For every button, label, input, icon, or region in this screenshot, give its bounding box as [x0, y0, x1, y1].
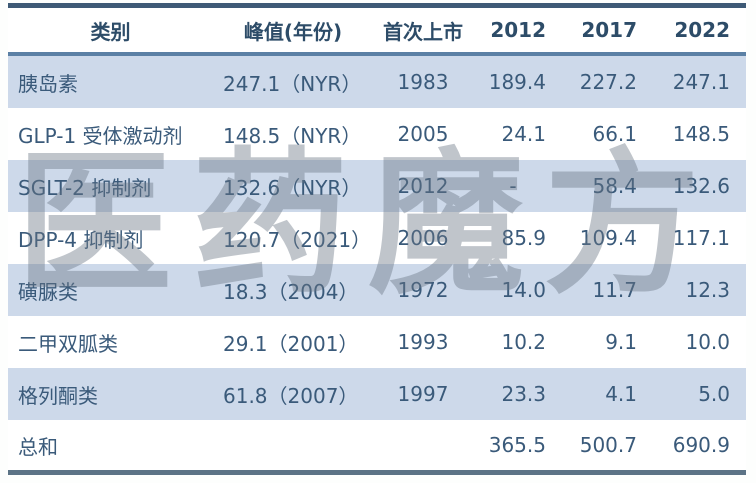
- table-row: DPP-4 抑制剂 120.7（2021） 2006 85.9 109.4 11…: [8, 212, 746, 264]
- table-row: 磺脲类 18.3（2004） 1972 14.0 11.7 12.3: [8, 264, 746, 316]
- cell-2012: 10.2: [501, 330, 546, 354]
- cell-category: 胰岛素: [18, 71, 78, 96]
- cell-2022: 10.0: [685, 330, 730, 354]
- table-row: SGLT-2 抑制剂 132.6（NYR） 2012 - 58.4 132.6: [8, 160, 746, 212]
- table-row: GLP-1 受体激动剂 148.5（NYR） 2005 24.1 66.1 14…: [8, 108, 746, 160]
- cell-2022: 148.5: [672, 122, 730, 146]
- cell-2022: 132.6: [672, 174, 730, 198]
- cell-2012: 365.5: [488, 433, 546, 457]
- cell-2012: 85.9: [501, 226, 546, 250]
- cell-launch: 2005: [397, 122, 449, 146]
- cell-2022: 247.1: [672, 70, 730, 94]
- cell-2017: 109.4: [579, 226, 637, 250]
- table-row: 胰岛素 247.1（NYR） 1983 189.4 227.2 247.1: [8, 56, 746, 108]
- cell-peak: 120.7（2021）: [223, 227, 372, 252]
- table-header-row: 类别 峰值(年份) 首次上市 2012 2017 2022: [8, 8, 746, 52]
- table-row: 格列酮类 61.8（2007） 1997 23.3 4.1 5.0: [8, 368, 746, 420]
- cell-2017: 9.1: [605, 330, 637, 354]
- cell-category: 总和: [18, 434, 58, 459]
- cell-peak: 18.3（2004）: [223, 279, 359, 304]
- header-cell-2012: 2012: [490, 18, 546, 42]
- cell-category: SGLT-2 抑制剂: [18, 175, 152, 200]
- cell-launch: 1972: [397, 278, 449, 302]
- cell-launch: 1993: [397, 330, 449, 354]
- cell-2012: 14.0: [501, 278, 546, 302]
- cell-peak: 247.1（NYR）: [223, 71, 362, 96]
- cell-2017: 4.1: [605, 382, 637, 406]
- cell-2017: 66.1: [592, 122, 637, 146]
- cell-2022: 5.0: [698, 382, 730, 406]
- cell-launch: 1983: [397, 70, 449, 94]
- cell-launch: 1997: [397, 382, 449, 406]
- cell-category: 格列酮类: [18, 383, 98, 408]
- cell-2022: 690.9: [672, 433, 730, 457]
- cell-2012: -: [509, 174, 517, 198]
- cell-2012: 23.3: [501, 382, 546, 406]
- header-cell-category: 类别: [90, 19, 131, 44]
- header-cell-launch: 首次上市: [383, 19, 463, 44]
- header-cell-2022: 2022: [674, 18, 730, 42]
- cell-peak: 148.5（NYR）: [223, 123, 362, 148]
- cell-2017: 227.2: [579, 70, 637, 94]
- table-total-row: 总和 365.5 500.7 690.9: [8, 420, 746, 470]
- cell-2012: 24.1: [501, 122, 546, 146]
- cell-2012: 189.4: [488, 70, 546, 94]
- cell-2022: 117.1: [672, 226, 730, 250]
- cell-category: GLP-1 受体激动剂: [18, 123, 183, 148]
- cell-peak: 132.6（NYR）: [223, 175, 362, 200]
- table-bottom-rule: [8, 470, 746, 475]
- table-top-rule: [8, 3, 746, 8]
- cell-2017: 500.7: [579, 433, 637, 457]
- cell-category: 磺脲类: [18, 279, 78, 304]
- cell-peak: 29.1（2001）: [223, 331, 359, 356]
- cell-category: 二甲双胍类: [18, 331, 118, 356]
- cell-2022: 12.3: [685, 278, 730, 302]
- cell-2017: 58.4: [592, 174, 637, 198]
- header-cell-peak: 峰值(年份): [243, 19, 343, 44]
- table-row: 二甲双胍类 29.1（2001） 1993 10.2 9.1 10.0: [8, 316, 746, 368]
- cell-launch: 2012: [397, 174, 449, 198]
- cell-category: DPP-4 抑制剂: [18, 227, 144, 252]
- drug-sales-table: 类别 峰值(年份) 首次上市 2012 2017 2022 胰岛素 247.1（…: [8, 3, 746, 475]
- cell-peak: 61.8（2007）: [223, 383, 359, 408]
- cell-launch: 2006: [397, 226, 449, 250]
- cell-2017: 11.7: [592, 278, 637, 302]
- header-underline-rule: [8, 52, 746, 56]
- header-cell-2017: 2017: [581, 18, 637, 42]
